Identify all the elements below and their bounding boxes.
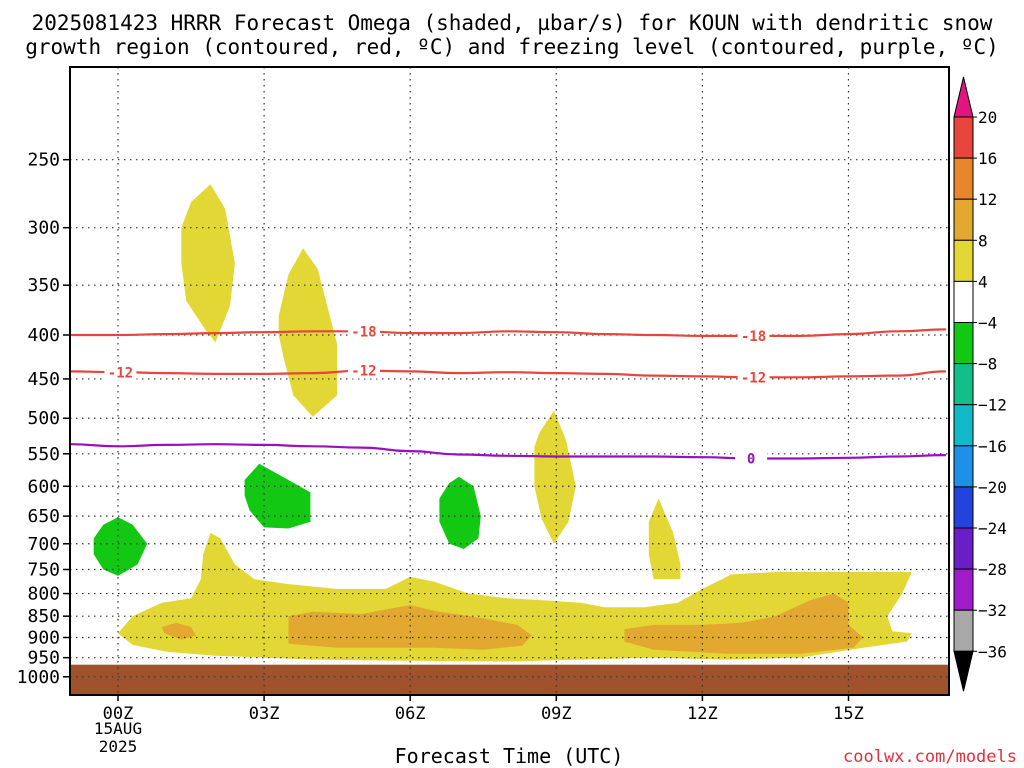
x-tick-label: 12Z: [687, 704, 718, 724]
colorbar-band: [953, 157, 974, 200]
colorbar-band: [953, 404, 974, 447]
ground-surface: [70, 664, 949, 695]
y-tick-label: 700: [27, 534, 60, 555]
contour-line: [69, 328, 946, 337]
contour-label: -12: [351, 364, 376, 380]
contour-label: -18: [741, 329, 766, 345]
x-axis: 15AUG 2025 00Z 03Z 06Z 09Z 12Z 15Z: [94, 695, 864, 756]
x-tick-label: 00Z: [103, 704, 134, 724]
y-tick-label: 250: [27, 150, 60, 171]
contours: -18 -18 -12 -12 -12 0: [69, 323, 946, 468]
y-tick-label: 900: [27, 627, 60, 648]
contour-label: -12: [741, 370, 766, 386]
colorbar-band: [953, 568, 974, 611]
colorbar-tick-label: −28: [978, 560, 1007, 579]
y-tick-label: 750: [27, 559, 60, 580]
shaded-region-lift-400mb-04z: [278, 248, 338, 417]
colorbar-tick-label: −4: [978, 314, 997, 333]
contour-line: [69, 369, 946, 379]
colorbar-band: [953, 609, 974, 652]
colorbar-tick-label: −16: [978, 437, 1007, 456]
contour-label-bg: [737, 369, 770, 386]
colorbar-band: [953, 445, 974, 488]
shaded-region-lift-880mb-13z: [624, 593, 864, 654]
x-tick-label: 03Z: [249, 704, 280, 724]
y-tick-label: 550: [27, 444, 60, 465]
colorbar-tick-label: −36: [978, 642, 1007, 661]
shaded-region-sink-620mb-03z: [244, 463, 311, 529]
x-tick-label: 15Z: [833, 704, 864, 724]
contour-label-bg: [104, 364, 137, 381]
colorbar-band: [953, 116, 974, 159]
contour-label: -18: [351, 324, 376, 340]
y-tick-label: 650: [27, 506, 60, 527]
x-tick-label: 06Z: [395, 704, 426, 724]
credit-text: coolwx.com/models: [843, 747, 1017, 767]
colorbar-band: [953, 239, 974, 282]
contour-label: -12: [108, 365, 133, 381]
title-line-2: growth region (contoured, red, ºC) and f…: [25, 35, 999, 59]
y-tick-label: 300: [27, 218, 60, 239]
colorbar-tick-label: −24: [978, 519, 1007, 538]
x-date-label: 15AUG: [94, 719, 142, 738]
colorbar-band: [953, 486, 974, 529]
colorbar-tick-label: −12: [978, 396, 1007, 415]
title-line-1: 2025081423 HRRR Forecast Omega (shaded, …: [32, 11, 993, 35]
shaded-region-lift-300mb-01z: [181, 184, 235, 343]
y-tick-label: 600: [27, 476, 60, 497]
chart-title: 2025081423 HRRR Forecast Omega (shaded, …: [25, 11, 999, 59]
shaded-region-lift-880mb-05z: [288, 605, 532, 650]
contour-label-bg: [737, 327, 770, 344]
omega-shading: [93, 184, 912, 662]
colorbar-bottom-arrow: [953, 650, 974, 692]
colorbar-tick-label: 16: [978, 149, 997, 168]
colorbar-tick-label: 4: [978, 272, 988, 291]
x-year-label: 2025: [99, 737, 138, 756]
y-tick-label: 500: [27, 408, 60, 429]
colorbar-tick-label: 12: [978, 190, 997, 209]
colorbar-band: [953, 363, 974, 406]
colorbar-top-arrow: [953, 76, 974, 118]
colorbar-band: [953, 280, 974, 323]
y-tick-label: 950: [27, 648, 60, 669]
contour-label-bg: [347, 362, 380, 379]
colorbar-tick-label: −8: [978, 355, 997, 374]
shaded-region-lift-700mb-11z: [648, 498, 681, 580]
colorbar-tick-label: −32: [978, 601, 1007, 620]
y-axis: 2503003504004505005506006507007508008509…: [17, 150, 70, 688]
contour-label-bg: [347, 323, 380, 340]
colorbar-band: [953, 198, 974, 241]
x-tick-label: 09Z: [541, 704, 572, 724]
y-tick-label: 800: [27, 584, 60, 605]
contour-label-bg: [735, 450, 768, 467]
y-tick-label: 400: [27, 325, 60, 346]
colorbar-band: [953, 322, 974, 365]
shaded-region-lift-600mb-09z: [534, 410, 576, 544]
colorbar-tick-label: −20: [978, 478, 1007, 497]
contour-line: [69, 443, 946, 460]
colorbar-tick-label: 8: [978, 231, 988, 250]
colorbar-tick-label: 20: [978, 108, 997, 127]
y-tick-label: 1000: [17, 667, 60, 688]
shaded-region-lift-880mb-01z: [161, 622, 196, 640]
y-tick-label: 850: [27, 606, 60, 627]
y-tick-label: 350: [27, 275, 60, 296]
plot-frame: [69, 66, 950, 696]
colorbar: 20 16 12 8 4 −4 −8 −12 −16 −20 −24 −28 −32 −36: [953, 76, 1007, 692]
colorbar-band: [953, 527, 974, 570]
contour-label: 0: [747, 452, 755, 468]
shaded-region-sink-650mb-07z: [439, 476, 481, 549]
y-tick-label: 450: [27, 369, 60, 390]
shaded-region-sink-700mb-00z: [93, 517, 148, 576]
x-axis-title: Forecast Time (UTC): [395, 744, 624, 768]
